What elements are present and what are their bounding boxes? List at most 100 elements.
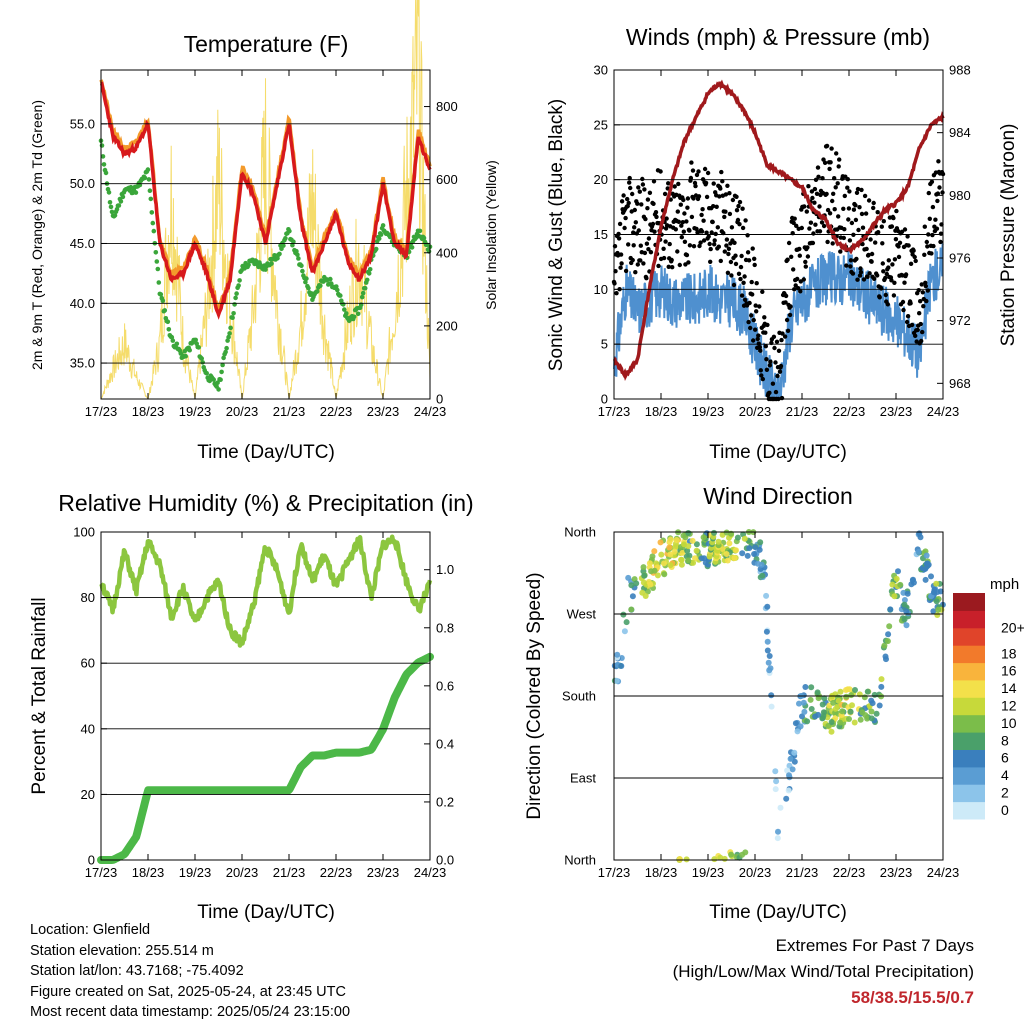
gust-point (863, 211, 869, 216)
direction-point (613, 677, 620, 684)
gust-point (805, 254, 811, 259)
y-tick-label: 100 (73, 525, 95, 540)
gust-point (814, 191, 820, 196)
direction-point (800, 699, 807, 706)
dewpoint-point (344, 311, 349, 316)
direction-point (786, 772, 792, 779)
gust-point (651, 201, 656, 206)
direction-point (856, 691, 863, 698)
gust-point (917, 311, 922, 316)
gust-point (675, 209, 680, 214)
direction-point (801, 708, 808, 715)
dewpoint-point (223, 349, 228, 355)
gust-point (736, 271, 742, 276)
direction-point (651, 567, 658, 574)
direction-point (864, 715, 871, 722)
speed-legend-swatch (953, 610, 985, 629)
dewpoint-point (153, 250, 159, 255)
dewpoint-point (216, 387, 221, 392)
dewpoint-point (230, 315, 235, 321)
direction-point (785, 787, 792, 794)
gust-point (754, 281, 759, 286)
dewpoint-point (360, 290, 366, 296)
gust-point (735, 217, 741, 223)
dewpoint-point (224, 345, 229, 351)
gust-point (876, 230, 881, 235)
gust-point (931, 243, 936, 249)
gust-point (746, 319, 751, 325)
gust-point (729, 225, 735, 230)
dewpoint-point (142, 175, 148, 181)
speed-legend-swatch (953, 593, 985, 611)
gust-point (930, 232, 935, 238)
dewpoint-point (145, 167, 151, 172)
gust-point (778, 363, 784, 369)
gust-point (616, 236, 622, 241)
direction-point (930, 608, 937, 615)
gust-point (730, 197, 736, 203)
direction-point (882, 653, 889, 660)
y-tick-label: 80 (81, 590, 95, 605)
gust-point (804, 209, 809, 214)
direction-point (678, 556, 685, 563)
gust-point (640, 182, 646, 187)
gust-point (892, 280, 897, 285)
gust-point (675, 249, 680, 254)
gust-point (737, 222, 742, 227)
y-tick-label-right: 0.0 (436, 853, 454, 868)
x-tick-label: 22/23 (833, 865, 866, 880)
direction-point (792, 720, 799, 727)
speed-legend-swatch (953, 679, 985, 698)
gust-point (764, 357, 769, 362)
gust-point (891, 293, 897, 298)
direction-point (618, 663, 625, 669)
gust-point (703, 180, 709, 186)
dewpoint-point (380, 223, 386, 228)
gust-point (776, 348, 782, 353)
dewpoint-point (106, 190, 112, 195)
gust-point (847, 189, 852, 194)
gust-point (667, 241, 672, 247)
dewpoint-point (362, 285, 368, 291)
dewpoint-point (364, 277, 370, 283)
humidity-frame (100, 531, 431, 861)
dewpoint-point (114, 206, 120, 212)
gust-point (811, 231, 816, 236)
gust-point (866, 252, 871, 258)
speed-legend-label: 8 (1001, 732, 1009, 748)
gust-point (647, 190, 653, 195)
direction-ylabel-left: Direction (Colored By Speed) (524, 572, 545, 819)
winds-xlabel: Time (Day/UTC) (709, 442, 847, 463)
humidity-panel: Relative Humidity (%) & Precipitation (i… (29, 490, 474, 923)
dewpoint-point (151, 228, 157, 234)
dewpoint-point (150, 220, 156, 226)
gust-point (732, 240, 737, 245)
gust-point (912, 254, 917, 260)
direction-point (661, 571, 668, 578)
x-tick-label: 23/23 (880, 865, 913, 880)
direction-point (933, 580, 940, 587)
dewpoint-point (100, 154, 106, 159)
gust-point (864, 246, 869, 252)
direction-point (825, 722, 832, 729)
gust-point (679, 223, 684, 228)
extremes-box: Extremes For Past 7 Days (High/Low/Max W… (673, 933, 974, 1011)
gust-point (739, 253, 744, 259)
direction-point (878, 683, 885, 690)
dewpoint-point (366, 271, 372, 276)
direction-tick-label: North (564, 525, 596, 540)
gust-point (621, 193, 626, 198)
x-tick-label: 20/23 (739, 404, 772, 419)
direction-point (676, 856, 683, 862)
gust-point (742, 297, 748, 302)
x-tick-label: 24/23 (927, 404, 960, 419)
direction-point (775, 828, 781, 835)
dewpoint-point (359, 294, 365, 300)
gust-point (662, 191, 668, 197)
direction-point (621, 628, 628, 635)
direction-point (835, 697, 842, 704)
gust-point (841, 206, 846, 211)
dewpoint-point (219, 369, 224, 375)
gust-point (633, 220, 638, 225)
speed-legend-swatch (953, 697, 985, 716)
